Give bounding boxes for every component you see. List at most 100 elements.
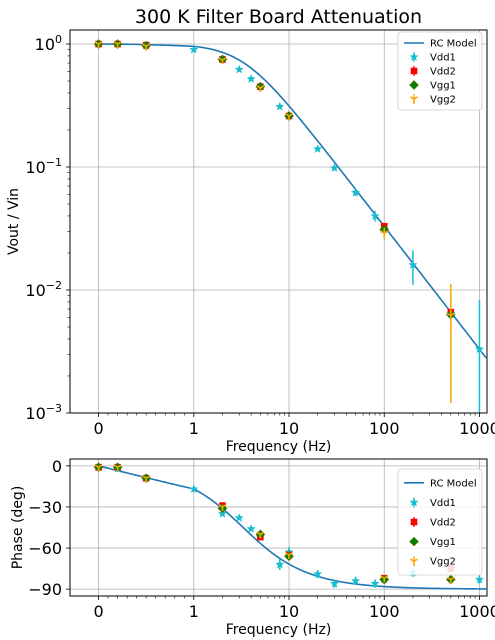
legend-marker bbox=[409, 536, 419, 547]
legend-marker bbox=[409, 497, 419, 507]
y-tick-label: 10−3 bbox=[25, 402, 62, 423]
data-point bbox=[218, 57, 227, 65]
legend-entry-vgg1: Vgg1 bbox=[409, 536, 456, 548]
data-point bbox=[329, 578, 340, 588]
legend-label: Vdd1 bbox=[430, 498, 456, 509]
data-point bbox=[234, 513, 244, 522]
data-point bbox=[370, 578, 380, 588]
legend-marker bbox=[410, 558, 418, 566]
data-point bbox=[234, 64, 244, 74]
chart-title: 300 K Filter Board Attenuation bbox=[135, 6, 422, 28]
x-tick-label: 10 bbox=[279, 419, 299, 438]
data-point bbox=[474, 344, 485, 354]
legend: RC Model Vdd1 Vdd2 Vgg1 Vgg2 bbox=[397, 31, 483, 111]
legend-entry-vdd2: Vdd2 bbox=[410, 66, 456, 78]
legend-marker bbox=[410, 96, 418, 103]
y-tick-label: −60 bbox=[28, 539, 62, 558]
data-point bbox=[370, 211, 380, 220]
data-point bbox=[350, 576, 361, 585]
legend-label: Vdd1 bbox=[430, 53, 456, 64]
legend: RC Model Vdd1 Vdd2 Vgg1 Vgg2 bbox=[397, 468, 483, 576]
legend-entry-vgg2: Vgg2 bbox=[410, 556, 456, 568]
data-point bbox=[408, 260, 418, 269]
model-curve bbox=[98, 43, 487, 359]
data-point bbox=[189, 484, 199, 494]
legend-entry-vgg1: Vgg1 bbox=[409, 80, 456, 92]
legend-marker bbox=[410, 67, 418, 75]
data-point bbox=[256, 531, 265, 539]
data-point bbox=[113, 41, 122, 49]
x-tick-label: 100 bbox=[369, 602, 400, 621]
data-point bbox=[474, 574, 485, 584]
data-point bbox=[329, 163, 340, 173]
axes-frame bbox=[69, 29, 488, 414]
data-point bbox=[446, 312, 455, 320]
chart-panel-2: 0 1 10 100 1000 0 −30 −60 −90 Frequency (Hz) Phase… bbox=[10, 457, 495, 638]
legend-label: RC Model bbox=[430, 478, 477, 489]
legend-entry-model: RC Model bbox=[404, 39, 477, 50]
x-tick-label: 0 bbox=[93, 602, 103, 621]
data-point bbox=[217, 508, 228, 518]
data-point bbox=[246, 523, 256, 533]
y-tick-label: 0 bbox=[52, 457, 62, 476]
legend-entry-vgg2: Vgg2 bbox=[410, 94, 456, 106]
data-point bbox=[313, 569, 323, 579]
y-axis-label: Phase (deg) bbox=[10, 486, 26, 570]
x-axis-label: Frequency (Hz) bbox=[226, 439, 332, 455]
legend-label: RC Model bbox=[430, 39, 477, 50]
data-point bbox=[446, 576, 455, 584]
y-tick-label: 10−2 bbox=[25, 279, 62, 300]
data-point bbox=[313, 144, 323, 153]
x-tick-label: 0 bbox=[93, 419, 103, 438]
chart-panel-1: 0 1 10 100 1000 10−3 10−2 10−1 100 Frequency (Hz)… bbox=[6, 6, 495, 455]
data-point bbox=[246, 74, 256, 83]
data-point bbox=[218, 504, 227, 511]
legend-box bbox=[397, 468, 483, 576]
legend-label: Vdd2 bbox=[430, 518, 456, 529]
data-point bbox=[256, 85, 265, 92]
data-point bbox=[275, 101, 285, 111]
x-tick-label: 1000 bbox=[459, 419, 495, 438]
legend-marker bbox=[409, 52, 419, 61]
legend-label: Vgg2 bbox=[430, 95, 456, 106]
data-point bbox=[285, 552, 293, 559]
y-axis-label: Vout / Vin bbox=[6, 188, 22, 255]
y-tick-label: −90 bbox=[28, 580, 62, 599]
data-point bbox=[94, 464, 103, 472]
series-vgg2 bbox=[94, 464, 455, 584]
data-point bbox=[142, 475, 151, 483]
series-vgg2 bbox=[94, 41, 455, 404]
legend-label: Vgg2 bbox=[430, 557, 456, 568]
legend-marker bbox=[409, 80, 419, 90]
x-tick-label: 1 bbox=[189, 602, 199, 621]
x-tick-label: 1 bbox=[189, 419, 199, 438]
axes-frame bbox=[69, 458, 488, 597]
x-tick-label: 100 bbox=[369, 419, 400, 438]
data-point bbox=[113, 464, 122, 472]
data-point bbox=[380, 575, 389, 583]
legend-entry-vdd1: Vdd1 bbox=[409, 52, 456, 64]
legend-entry-model: RC Model bbox=[404, 478, 477, 489]
x-tick-label: 1000 bbox=[459, 602, 495, 621]
data-point bbox=[350, 187, 361, 197]
y-tick-label: −30 bbox=[28, 498, 62, 517]
legend-entry-vdd2: Vdd2 bbox=[410, 517, 456, 529]
data-point bbox=[142, 43, 151, 51]
data-point bbox=[275, 559, 285, 569]
model-curve bbox=[98, 465, 487, 590]
x-axis-label: Frequency (Hz) bbox=[226, 622, 332, 638]
data-point bbox=[189, 44, 199, 54]
data-point bbox=[94, 41, 103, 49]
grid-lines bbox=[70, 459, 487, 596]
data-point bbox=[380, 230, 389, 238]
y-tick-label: 100 bbox=[35, 33, 62, 54]
data-point bbox=[285, 113, 293, 120]
legend-label: Vdd2 bbox=[430, 67, 456, 78]
legend-label: Vgg1 bbox=[430, 81, 456, 92]
y-tick-label: 10−1 bbox=[25, 156, 62, 177]
legend-entry-vdd1: Vdd1 bbox=[409, 497, 456, 509]
legend-label: Vgg1 bbox=[430, 537, 456, 548]
legend-marker bbox=[410, 518, 418, 526]
legend-box bbox=[397, 31, 483, 111]
